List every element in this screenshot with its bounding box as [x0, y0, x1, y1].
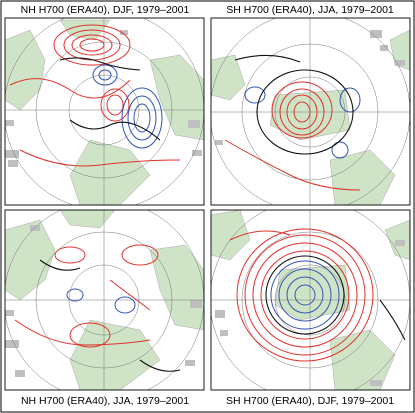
grid-lines [211, 210, 410, 390]
masked-region [215, 240, 405, 386]
panel-title: SH H700 (ERA40), JJA, 1979–2001 [226, 4, 394, 16]
panel-nh-jja: NH H700 (ERA40), JJA, 1979–2001 [4, 209, 205, 407]
masked-region [215, 30, 405, 145]
panel-frame [210, 17, 411, 206]
map-area [5, 210, 204, 390]
zero-contours [234, 54, 354, 155]
negative-contours [270, 260, 340, 330]
panel-title: NH H700 (ERA40), JJA, 1979–2001 [21, 395, 189, 407]
land-mask [5, 210, 204, 390]
panel-title: SH H700 (ERA40), DJF, 1979–2001 [226, 395, 394, 407]
panel-frame [210, 209, 411, 391]
land-mask [211, 29, 410, 205]
land-mask [5, 19, 204, 205]
panel-frame [4, 17, 205, 206]
land-mask [211, 210, 410, 390]
positive-contours [9, 24, 181, 167]
grid-lines [5, 18, 204, 205]
negative-contours [66, 288, 136, 314]
map-area [211, 210, 410, 390]
negative-contours [92, 64, 163, 149]
panel-nh-djf: NH H700 (ERA40), DJF, 1979–2001 [4, 4, 205, 206]
masked-region [5, 225, 202, 377]
panel-sh-djf: SH H700 (ERA40), DJF, 1979–2001 [210, 209, 411, 407]
panel-sh-jja: SH H700 (ERA40), JJA, 1979–2001 [210, 4, 411, 206]
zero-contours [265, 255, 406, 341]
positive-contours [229, 228, 374, 362]
zero-contours [59, 57, 161, 141]
panel-frame [4, 209, 205, 391]
masked-region [5, 30, 202, 167]
map-area [211, 18, 410, 205]
zero-contours [39, 259, 181, 372]
positive-contours [224, 81, 361, 191]
map-area [5, 18, 204, 205]
negative-contours [244, 86, 361, 159]
panel-title: NH H700 (ERA40), DJF, 1979–2001 [21, 4, 190, 16]
positive-contours [14, 244, 159, 348]
grid-lines [5, 210, 204, 390]
